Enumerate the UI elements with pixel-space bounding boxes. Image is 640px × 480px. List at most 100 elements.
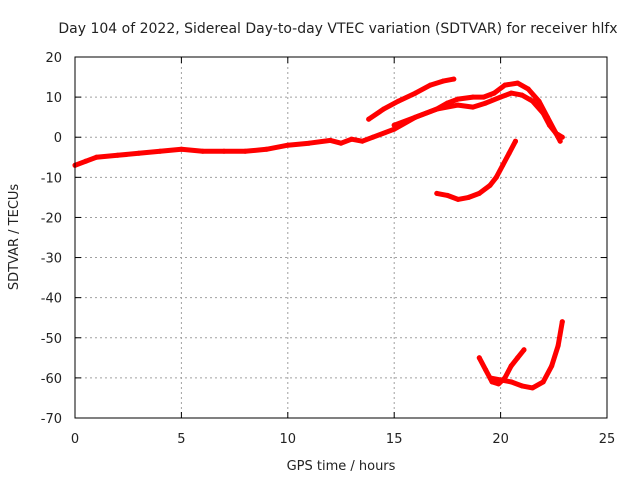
x-tick-label: 25 (599, 432, 616, 447)
y-tick-label: -40 (41, 292, 62, 307)
data-point (264, 146, 269, 152)
series-group (72, 76, 565, 391)
data-point (178, 146, 184, 152)
data-point (476, 355, 482, 361)
data-point (530, 385, 535, 391)
data-point (525, 86, 531, 92)
data-point (483, 367, 489, 373)
data-point (93, 154, 99, 160)
data-point (559, 319, 565, 325)
data-point (451, 76, 457, 82)
y-tick-label: -10 (41, 171, 62, 186)
data-point (396, 98, 401, 104)
data-point (349, 136, 355, 142)
y-axis-label: SDTVAR / TECUs (7, 184, 22, 291)
data-point (327, 137, 333, 143)
data-point (476, 190, 482, 196)
data-point (83, 158, 89, 164)
data-point (200, 148, 206, 154)
data-point (338, 140, 344, 146)
data-point (470, 94, 476, 100)
data-point (136, 150, 142, 156)
data-point (427, 82, 433, 88)
x-tick-label: 5 (177, 432, 185, 447)
data-point (508, 90, 514, 96)
data-point (391, 126, 397, 132)
data-point (491, 90, 497, 96)
data-point (487, 182, 493, 188)
y-tick-label: 0 (54, 131, 62, 146)
x-tick-label: 20 (492, 432, 509, 447)
data-point (540, 379, 546, 385)
data-point (487, 375, 493, 381)
data-point (413, 90, 418, 96)
series-line-descending-arc (434, 138, 518, 202)
data-point (285, 142, 291, 148)
data-point (444, 100, 450, 106)
data-point (530, 98, 535, 104)
data-point (470, 104, 476, 110)
data-point (455, 196, 461, 202)
data-point (498, 377, 504, 383)
data-point (483, 100, 489, 106)
data-point (434, 106, 440, 112)
y-tick-label: -20 (41, 211, 62, 226)
data-point (242, 148, 248, 154)
data-point (157, 148, 163, 154)
data-point (555, 343, 561, 349)
data-point (455, 96, 461, 102)
y-tick-label: -70 (41, 412, 62, 427)
x-tick-label: 15 (386, 432, 403, 447)
data-point (359, 138, 365, 144)
data-point (434, 190, 440, 196)
data-point (413, 114, 418, 120)
data-point (508, 379, 514, 385)
data-point (521, 347, 527, 353)
data-point (515, 80, 521, 86)
x-tick-label: 10 (280, 432, 297, 447)
data-point (506, 150, 512, 156)
data-point (559, 134, 565, 140)
data-point (549, 363, 555, 369)
data-point (306, 140, 312, 146)
data-point (544, 114, 550, 120)
grid (75, 57, 607, 418)
data-point (519, 92, 525, 98)
data-point (221, 148, 227, 154)
data-point (498, 94, 504, 100)
data-point (536, 98, 542, 104)
data-point (391, 122, 397, 128)
data-point (466, 194, 472, 200)
y-tick-label: -60 (41, 372, 62, 387)
y-axis: 20 10 0 -10 -20 -30 -40 -50 -60 -70 (41, 51, 607, 427)
data-point (115, 152, 121, 158)
data-point (366, 116, 372, 122)
y-tick-label: 10 (45, 91, 62, 106)
series-line-upper-arc (366, 76, 457, 122)
plot-frame (74, 56, 608, 419)
data-point (370, 134, 376, 140)
data-point (444, 192, 450, 198)
data-point (455, 102, 461, 108)
data-point (513, 138, 518, 144)
y-tick-label: 20 (45, 51, 62, 66)
data-point (496, 381, 501, 387)
data-point (557, 138, 563, 144)
data-point (519, 383, 525, 389)
x-axis-label: GPS time / hours (287, 459, 396, 474)
data-point (508, 363, 514, 369)
y-tick-label: -50 (41, 332, 62, 347)
data-point (493, 174, 499, 180)
data-point (553, 130, 559, 136)
data-point (515, 355, 521, 361)
data-point (502, 82, 508, 88)
x-axis: 0 5 10 15 20 25 (71, 57, 615, 447)
data-point (440, 78, 446, 84)
data-point (381, 106, 387, 112)
data-point (500, 162, 506, 168)
data-point (481, 94, 487, 100)
y-tick-label: -30 (41, 252, 62, 267)
x-tick-label: 0 (71, 432, 79, 447)
chart-title: Day 104 of 2022, Sidereal Day-to-day VTE… (58, 21, 617, 37)
